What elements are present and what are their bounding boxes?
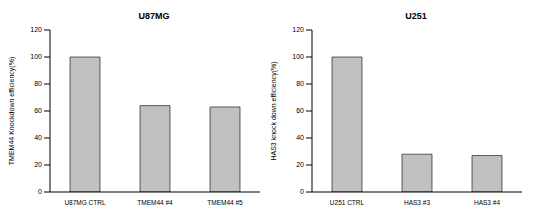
svg-text:0: 0 — [38, 188, 42, 195]
html-text:U87MG: U87MG — [138, 11, 170, 21]
svg-text:40: 40 — [34, 134, 42, 141]
svg-text:120: 120 — [30, 26, 42, 33]
svg-text:HAS3 #3: HAS3 #3 — [404, 199, 430, 206]
svg-text:120: 120 — [292, 26, 304, 33]
svg-text:20: 20 — [34, 161, 42, 168]
svg-text:HAS3 #4: HAS3 #4 — [474, 199, 500, 206]
svg-text:HAS3 knock down efficiency(%): HAS3 knock down efficiency(%) — [270, 61, 278, 160]
svg-text:40: 40 — [296, 134, 304, 141]
svg-text:20: 20 — [296, 161, 304, 168]
svg-text:TMEM44 #5: TMEM44 #5 — [207, 199, 243, 206]
html-text:U251: U251 — [405, 11, 427, 21]
svg-text:80: 80 — [34, 80, 42, 87]
svg-text:TMEM44 #4: TMEM44 #4 — [137, 199, 173, 206]
svg-text:100: 100 — [30, 53, 42, 60]
svg-text:100: 100 — [292, 53, 304, 60]
svg-text:80: 80 — [296, 80, 304, 87]
svg-text:TMEM44 Knockdown efficiency(%): TMEM44 Knockdown efficiency(%) — [8, 57, 16, 165]
svg-text:U87MG CTRL: U87MG CTRL — [64, 199, 106, 206]
svg-text:60: 60 — [34, 107, 42, 114]
svg-text:U251 CTRL: U251 CTRL — [330, 199, 365, 206]
svg-text:0: 0 — [300, 188, 304, 195]
svg-text:60: 60 — [296, 107, 304, 114]
